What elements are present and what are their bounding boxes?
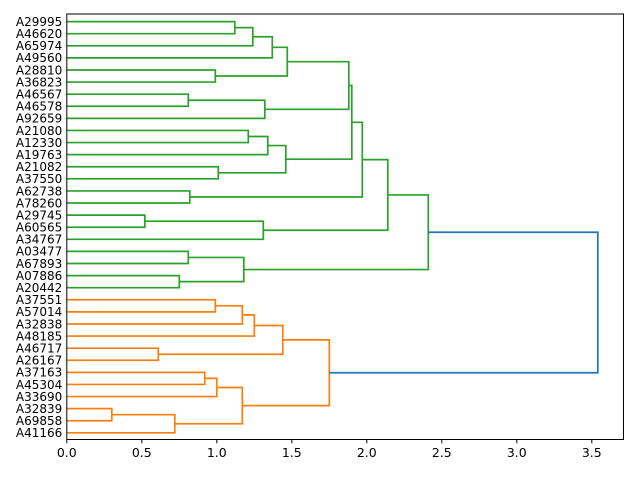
- leaf-label: A65974: [16, 39, 62, 53]
- leaf-label: A69858: [16, 414, 62, 428]
- leaf-label: A21082: [16, 160, 62, 174]
- leaf-label: A45304: [16, 378, 62, 392]
- x-tick-label: 0.5: [132, 445, 152, 460]
- leaf-label: A20442: [16, 281, 62, 295]
- leaf-label: A34767: [16, 233, 62, 247]
- x-tick-label: 0.0: [57, 445, 77, 460]
- x-tick-label: 3.0: [507, 445, 527, 460]
- leaf-label: A26167: [16, 354, 62, 368]
- leaf-label: A03477: [16, 245, 62, 259]
- x-tick-label: 2.5: [432, 445, 452, 460]
- leaf-label: A92659: [16, 112, 62, 126]
- leaf-label: A29745: [16, 208, 62, 222]
- leaf-label: A57014: [16, 305, 62, 319]
- leaf-label: A36823: [16, 75, 62, 89]
- leaf-label: A21080: [16, 124, 62, 138]
- leaf-label: A60565: [16, 221, 62, 235]
- leaf-label: A28810: [16, 63, 62, 77]
- leaf-label: A07886: [16, 269, 62, 283]
- leaf-label: A46620: [16, 27, 62, 41]
- leaf-label: A29995: [16, 15, 62, 29]
- leaf-label: A37551: [16, 293, 62, 307]
- leaf-label: A41166: [16, 426, 62, 440]
- leaf-label: A37163: [16, 366, 62, 380]
- x-tick-label: 1.5: [282, 445, 302, 460]
- x-tick-label: 1.0: [207, 445, 227, 460]
- leaf-label: A32838: [16, 317, 62, 331]
- leaf-label: A62738: [16, 184, 62, 198]
- leaf-label: A32839: [16, 402, 62, 416]
- leaf-label: A48185: [16, 329, 62, 343]
- axes-frame: [66, 13, 625, 440]
- leaf-label: A78260: [16, 196, 62, 210]
- leaf-label: A19763: [16, 148, 62, 162]
- leaf-label: A12330: [16, 136, 62, 150]
- x-tick-label: 2.0: [357, 445, 377, 460]
- leaf-label: A67893: [16, 257, 62, 271]
- leaf-label: A46578: [16, 100, 62, 114]
- leaf-label: A33690: [16, 390, 62, 404]
- root-link: [329, 231, 599, 374]
- x-tick-label: 3.5: [582, 445, 602, 460]
- leaf-label: A49560: [16, 51, 62, 65]
- leaf-label: A37550: [16, 172, 62, 186]
- leaf-label: A46717: [16, 341, 62, 355]
- leaf-label: A46567: [16, 87, 62, 101]
